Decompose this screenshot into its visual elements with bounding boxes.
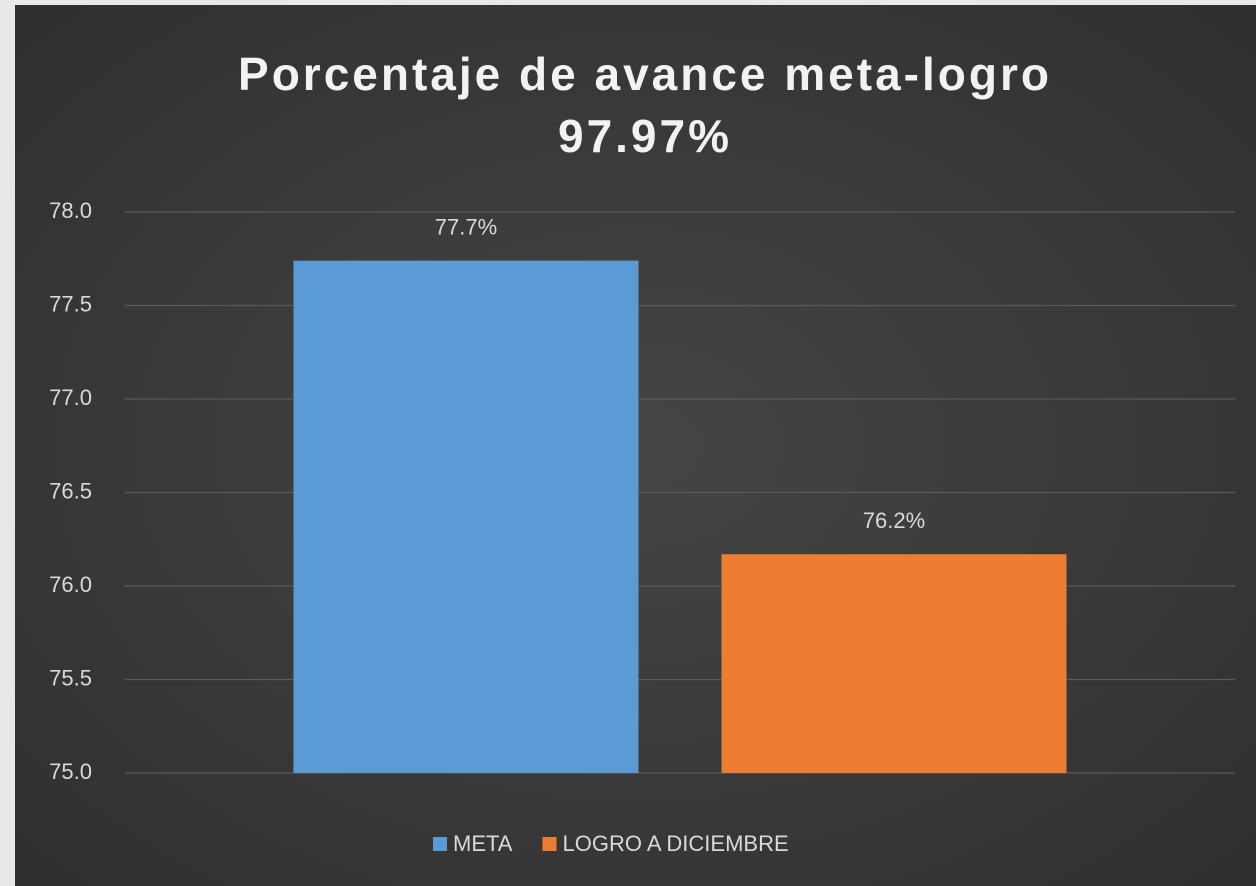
data-label: 77.7% xyxy=(435,214,497,239)
y-tick-label: 75.0 xyxy=(49,759,92,784)
y-tick-label: 76.0 xyxy=(49,572,92,597)
legend-swatch xyxy=(433,837,447,851)
legend-label: META xyxy=(453,831,513,856)
y-tick-label: 77.0 xyxy=(49,385,92,410)
legend-label: LOGRO A DICIEMBRE xyxy=(562,831,788,856)
y-tick-label: 78.0 xyxy=(49,198,92,223)
y-tick-label: 76.5 xyxy=(49,478,92,503)
y-tick-label: 77.5 xyxy=(49,291,92,316)
chart-subtitle: 97.97% xyxy=(558,110,732,162)
legend-swatch xyxy=(542,837,557,851)
bar xyxy=(721,554,1067,773)
bar xyxy=(293,260,639,773)
y-tick-label: 75.5 xyxy=(49,665,92,690)
chart-title: Porcentaje de avance meta-logro xyxy=(238,48,1052,100)
data-label: 76.2% xyxy=(863,508,925,533)
